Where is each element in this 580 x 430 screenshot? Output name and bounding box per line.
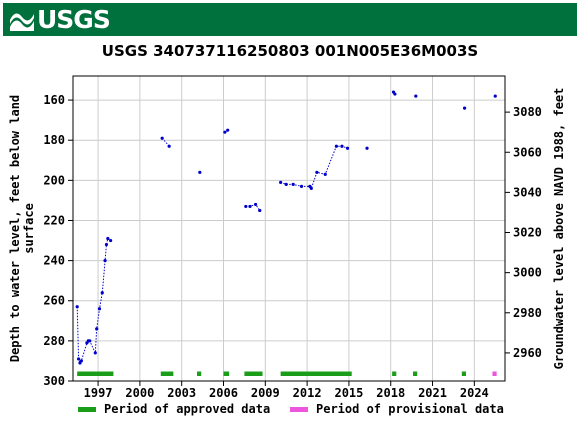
data-point: [226, 128, 230, 132]
plot-frame: [72, 75, 506, 382]
data-point: [253, 202, 258, 207]
legend-provisional: Period of provisional data: [290, 402, 504, 416]
data-point: [248, 204, 252, 209]
x-tick-label: 2018: [376, 386, 405, 400]
legend: Period of approved data Period of provis…: [78, 402, 558, 418]
x-axis-ticks: 1997 2000 2003 2006 2009 2012 2015 2018 2021 2024: [84, 381, 489, 400]
data-point: [100, 291, 104, 295]
approved-period-bar: [244, 371, 263, 376]
x-tick-label: 1997: [84, 386, 113, 400]
x-tick-label: 2012: [293, 386, 322, 400]
data-point: [299, 184, 304, 188]
legend-provisional-label: Period of provisional data: [316, 402, 504, 416]
left-y-axis-label-line: surface: [22, 203, 36, 254]
right-y-tick-label: 3020: [513, 226, 542, 240]
left-y-tick-label: 180: [43, 133, 65, 147]
right-y-tick-label: 3080: [513, 105, 542, 119]
data-point: [198, 170, 202, 174]
data-point: [258, 208, 262, 213]
data-point: [95, 327, 99, 331]
data-point: [334, 144, 338, 148]
legend-approved-label: Period of approved data: [104, 402, 271, 416]
right-y-tick-label: 3060: [513, 145, 542, 159]
right-y-tick-label: 2960: [513, 346, 542, 360]
usgs-wave-icon: [10, 13, 34, 31]
legend-approved: Period of approved data: [78, 402, 270, 416]
data-point: [365, 146, 369, 150]
data-point: [309, 186, 313, 190]
left-y-tick-label: 200: [43, 173, 65, 187]
approved-period-bar: [413, 371, 418, 376]
approved-period-bar: [461, 371, 466, 376]
left-y-tick-label: 160: [43, 93, 65, 107]
x-tick-label: 2009: [251, 386, 280, 400]
right-y-tick-label: 3000: [513, 266, 542, 280]
x-tick-label: 2015: [334, 386, 363, 400]
series-connector: [245, 203, 261, 211]
data-point: [93, 351, 97, 355]
data-point: [160, 136, 164, 140]
series-connector: [280, 145, 348, 190]
provisional-swatch: [290, 406, 308, 412]
data-point: [340, 144, 344, 148]
approved-period-bar: [197, 371, 202, 376]
left-y-axis-label-line: Depth to water level, feet below land: [8, 95, 22, 362]
left-y-tick-label: 280: [43, 334, 65, 348]
provisional-period-bar: [492, 371, 497, 376]
usgs-logo[interactable]: USGS: [9, 5, 111, 34]
x-tick-label: 2003: [167, 386, 196, 400]
left-y-tick-label: 260: [43, 294, 65, 308]
water-level-series: [75, 90, 497, 365]
data-point: [493, 94, 497, 98]
right-y-tick-label: 2980: [513, 306, 542, 320]
data-point: [104, 242, 109, 247]
right-y-axis-label: Groundwater level above NAVD 1988, feet: [552, 88, 566, 370]
left-y-tick-label: 300: [43, 374, 65, 388]
data-point: [462, 106, 467, 110]
x-tick-label: 2006: [209, 386, 238, 400]
left-y-axis-ticks: 160 180 200 220 240 260 280 300: [43, 93, 73, 388]
approved-period-bar: [223, 371, 230, 376]
data-point: [103, 259, 107, 263]
data-point: [323, 172, 327, 176]
data-point: [106, 236, 110, 241]
data-point: [284, 182, 288, 186]
data-point: [414, 94, 418, 98]
usgs-banner: USGS: [3, 3, 577, 36]
approved-period-bar: [392, 371, 397, 376]
left-y-tick-label: 220: [43, 213, 65, 227]
data-point: [223, 130, 227, 134]
data-point: [279, 180, 283, 184]
data-point: [291, 182, 295, 186]
data-point: [167, 144, 171, 148]
data-point: [75, 305, 79, 309]
data-point: [109, 238, 113, 243]
data-point: [79, 359, 83, 363]
x-tick-label: 2021: [418, 386, 447, 400]
data-point: [97, 307, 102, 311]
data-point: [345, 146, 350, 150]
data-point: [244, 204, 248, 209]
approved-period-bar: [160, 371, 174, 376]
left-y-tick-label: 240: [43, 254, 65, 268]
data-point: [88, 339, 92, 343]
x-tick-label: 2000: [125, 386, 154, 400]
logo-text: USGS: [37, 5, 111, 34]
left-y-axis-label: Depth to water level, feet below landsur…: [8, 95, 36, 362]
approved-period-bar: [77, 371, 114, 376]
right-y-axis-ticks: 3080 3060 3040 3020 3000 2980 2960: [505, 105, 542, 360]
data-point: [315, 170, 319, 174]
data-period-bars: [77, 371, 497, 376]
data-point: [393, 92, 397, 96]
approved-swatch: [78, 406, 96, 412]
right-y-tick-label: 3040: [513, 185, 542, 199]
data-point: [76, 357, 81, 361]
approved-period-bar: [280, 371, 352, 376]
x-tick-label: 2024: [460, 386, 489, 400]
chart-title: USGS 340737116250803 001N005E36M003S: [101, 42, 479, 60]
grid-lines: [73, 76, 505, 382]
